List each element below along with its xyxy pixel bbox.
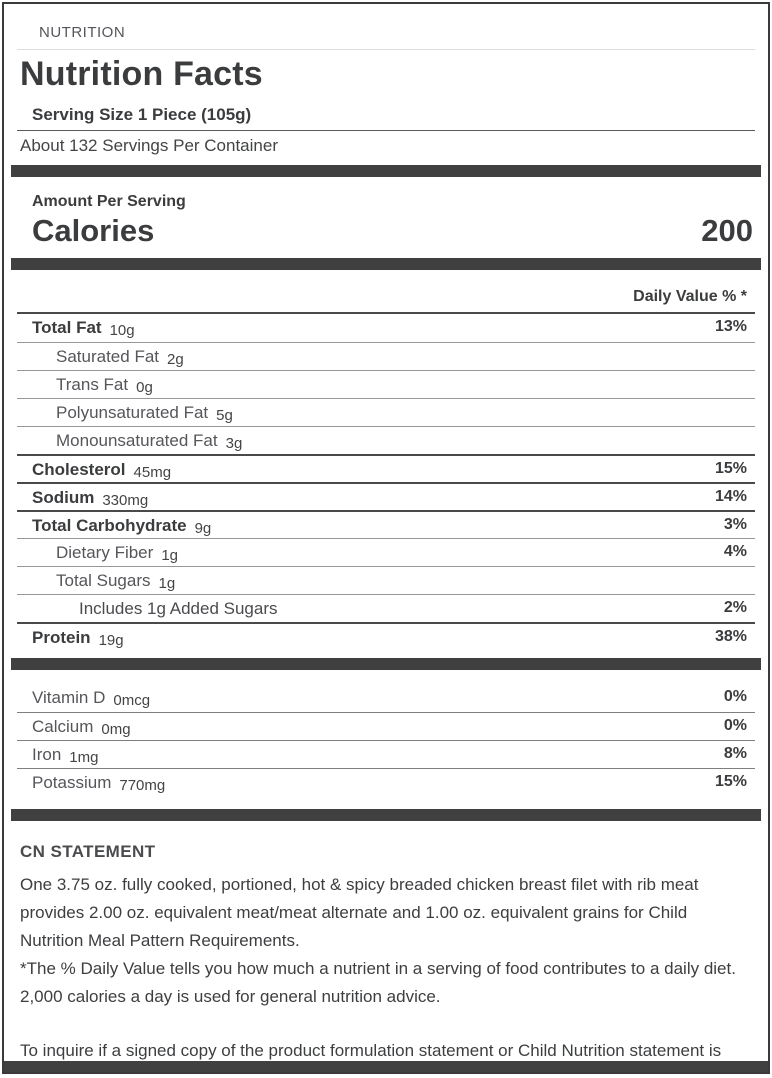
cn-statement-heading: CN STATEMENT (20, 842, 156, 861)
cn-statement-section: CN STATEMENT One 3.75 oz. fully cooked, … (4, 842, 768, 1072)
vitamin-name: Calcium (32, 717, 94, 736)
nutrient-name: Protein (32, 628, 91, 647)
nutrient-row-saturated-fat: Saturated Fat 2g (17, 342, 755, 370)
nutrient-row-sodium: Sodium 330mg 14% (17, 482, 755, 510)
bottom-thick-bar (4, 1061, 768, 1072)
nutrient-name: Monounsaturated Fat (56, 431, 218, 450)
nutrient-amount: 45mg (133, 464, 172, 481)
nutrient-name: Sodium (32, 488, 95, 507)
nutrient-name: Polyunsaturated Fat (56, 403, 209, 422)
vitamin-table: Vitamin D 0mcg 0% Calcium 0mg 0% Iron 1m… (17, 684, 755, 796)
nutrient-name: Saturated Fat (56, 347, 160, 366)
vitamin-name: Iron (32, 745, 62, 764)
vitamin-row-iron: Iron 1mg 8% (17, 740, 755, 768)
daily-value-header: Daily Value % * (17, 288, 755, 314)
nutrient-daily-value: 2% (723, 599, 747, 616)
vitamin-daily-value: 0% (723, 717, 747, 734)
vitamin-row-calcium: Calcium 0mg 0% (17, 712, 755, 740)
nutrient-table: Total Fat 10g 13% Saturated Fat 2g Trans… (17, 314, 755, 650)
nutrient-row-polyunsaturated-fat: Polyunsaturated Fat 5g (17, 398, 755, 426)
nutrient-daily-value: 15% (714, 460, 747, 477)
nutrient-row-added-sugars: Includes 1g Added Sugars 2% (17, 594, 755, 622)
nutrient-name: Trans Fat (56, 375, 129, 394)
vitamin-name: Potassium (32, 773, 112, 792)
calories-label: Calories (32, 213, 155, 248)
nutrient-name: Total Fat (32, 318, 102, 337)
nutrient-row-total-sugars: Total Sugars 1g (17, 566, 755, 594)
nutrient-amount: 10g (109, 322, 135, 339)
servings-per-container: About 132 Servings Per Container (20, 136, 278, 155)
thick-divider (11, 809, 761, 821)
nutrient-daily-value: 14% (714, 488, 747, 505)
page-title: Nutrition Facts (20, 55, 263, 93)
nutrient-daily-value: 13% (714, 318, 747, 335)
nutrient-amount: 1g (158, 575, 176, 592)
nutrient-amount: 2g (167, 351, 184, 368)
nutrient-row-total-fat: Total Fat 10g 13% (17, 314, 755, 342)
nutrient-daily-value: 3% (723, 516, 747, 533)
vitamin-row-vitamin-d: Vitamin D 0mcg 0% (17, 684, 755, 712)
nutrient-amount: 5g (216, 407, 233, 424)
nutrient-row-monounsaturated-fat: Monounsaturated Fat 3g (17, 426, 755, 454)
vitamin-amount: 0mg (101, 721, 131, 738)
nutrient-amount: 0g (136, 379, 153, 396)
nutrient-name: Includes 1g Added Sugars (79, 599, 278, 618)
calories-value: 200 (701, 213, 753, 248)
serving-size: Serving Size 1 Piece (105g) (32, 105, 252, 124)
nutrient-daily-value: 38% (714, 628, 747, 645)
serving-divider (17, 130, 755, 131)
nutrient-row-protein: Protein 19g 38% (17, 622, 755, 650)
vitamin-amount: 770mg (119, 777, 166, 794)
header-divider (17, 49, 755, 50)
cn-statement-body: One 3.75 oz. fully cooked, portioned, ho… (20, 875, 699, 950)
nutrient-row-trans-fat: Trans Fat 0g (17, 370, 755, 398)
nutrient-name: Dietary Fiber (56, 543, 154, 562)
vitamin-row-potassium: Potassium 770mg 15% (17, 768, 755, 796)
nutrient-amount: 3g (225, 435, 243, 452)
vitamin-daily-value: 15% (714, 773, 747, 790)
thick-divider (11, 165, 761, 177)
thick-divider (11, 658, 761, 670)
nutrient-name: Total Sugars (56, 571, 151, 590)
vitamin-amount: 0mcg (113, 692, 151, 709)
nutrient-amount: 1g (161, 547, 178, 564)
amount-per-serving-label: Amount Per Serving (32, 193, 186, 210)
thick-divider (11, 258, 761, 270)
nutrient-row-dietary-fiber: Dietary Fiber 1g 4% (17, 538, 755, 566)
nutrient-amount: 9g (194, 520, 212, 537)
nutrient-name: Cholesterol (32, 460, 126, 479)
vitamin-daily-value: 0% (723, 688, 747, 705)
vitamin-daily-value: 8% (723, 745, 747, 762)
vitamin-name: Vitamin D (32, 688, 106, 707)
section-label: NUTRITION (39, 24, 126, 41)
calories-row: Calories 200 (32, 213, 753, 249)
nutrient-daily-value: 4% (723, 543, 747, 560)
nutrient-name: Total Carbohydrate (32, 516, 187, 535)
nutrient-row-total-carbohydrate: Total Carbohydrate 9g 3% (17, 510, 755, 538)
nutrient-row-cholesterol: Cholesterol 45mg 15% (17, 454, 755, 482)
daily-value-footnote: *The % Daily Value tells you how much a … (20, 959, 736, 1006)
nutrient-amount: 19g (98, 632, 124, 649)
nutrient-amount: 330mg (102, 492, 149, 509)
vitamin-amount: 1mg (69, 749, 99, 766)
